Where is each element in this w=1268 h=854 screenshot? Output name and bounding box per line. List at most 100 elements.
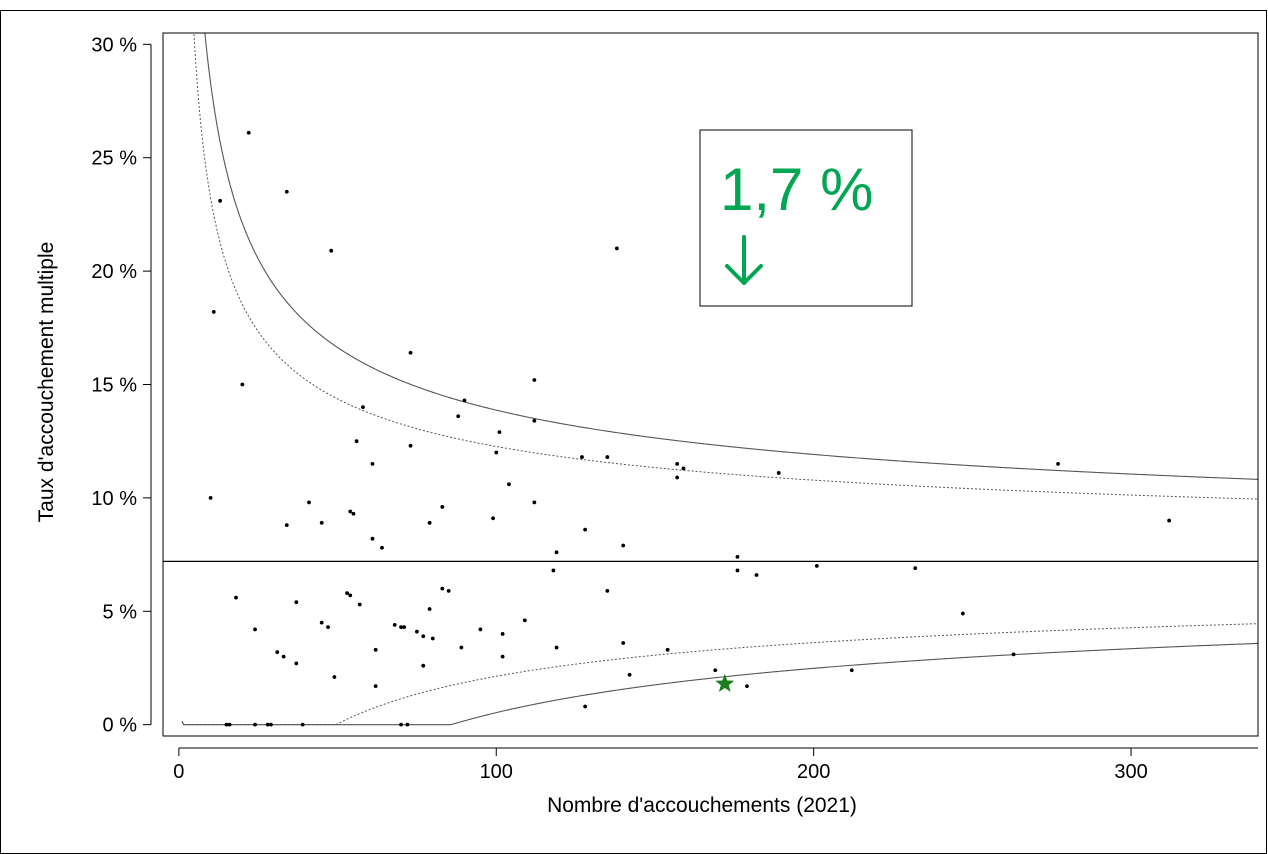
data-point <box>913 566 918 571</box>
data-point <box>745 684 749 689</box>
outer-frame <box>0 10 1267 854</box>
x-tick-label: 300 <box>1114 761 1147 783</box>
data-point <box>583 527 588 532</box>
data-point <box>421 663 426 668</box>
data-point <box>329 248 334 253</box>
axes: 0 100 200 300 0 % 5 % 10 % 15 % 20 % 25 % 30 % <box>91 34 1258 783</box>
data-point <box>373 647 378 652</box>
data-point <box>459 645 464 650</box>
data-point <box>440 505 445 509</box>
data-point <box>392 622 397 627</box>
x-axis-title: Nombre d'accouchements (2021) <box>547 794 857 817</box>
data-point <box>776 471 781 475</box>
y-axis-title: Taux d'accouchement multiple <box>35 242 58 523</box>
data-point <box>446 588 451 593</box>
data-point <box>218 198 223 203</box>
data-point <box>348 509 353 514</box>
data-point <box>408 350 413 355</box>
data-point <box>665 647 670 652</box>
data-point <box>583 704 588 709</box>
y-tick-label: 20 % <box>91 261 137 283</box>
data-point <box>500 654 505 659</box>
data-point <box>735 568 740 573</box>
data-point <box>361 405 365 410</box>
y-tick-label: 5 % <box>103 601 138 623</box>
data-point <box>370 461 375 466</box>
data-point <box>532 378 537 382</box>
data-point <box>246 130 251 135</box>
data-point <box>253 722 257 727</box>
data-point <box>522 618 527 623</box>
data-point <box>507 482 511 487</box>
x-tick-label: 200 <box>797 761 830 783</box>
data-point <box>234 595 238 600</box>
data-point <box>373 684 378 689</box>
data-point <box>415 629 419 634</box>
data-point <box>554 550 559 555</box>
x-tick-label: 100 <box>480 761 513 783</box>
data-point <box>326 625 330 630</box>
data-point <box>294 661 299 666</box>
x-tick-label: 0 <box>173 761 184 783</box>
data-point <box>532 500 537 505</box>
callout-box: 1,7 % ↓ <box>699 129 913 307</box>
data-point <box>284 523 289 527</box>
data-point <box>399 625 403 630</box>
data-point <box>319 520 324 525</box>
data-point <box>405 722 410 727</box>
data-point <box>713 668 718 673</box>
data-point <box>494 450 499 455</box>
y-tick-label: 10 % <box>91 488 137 510</box>
data-point <box>208 495 213 500</box>
data-point <box>849 668 854 673</box>
data-point <box>354 439 359 444</box>
data-point <box>580 455 584 459</box>
data-point <box>408 443 413 448</box>
data-point <box>275 650 280 654</box>
data-point <box>478 627 483 632</box>
data-point <box>491 516 495 521</box>
data-point <box>627 672 632 677</box>
callout-value: 1,7 % <box>720 156 873 223</box>
data-point <box>621 543 626 548</box>
limit-curve-upper-dotted <box>193 33 1258 500</box>
data-points <box>208 130 1172 727</box>
data-point <box>462 398 467 403</box>
data-point <box>224 722 229 727</box>
data-point <box>211 310 216 314</box>
data-point <box>357 602 362 607</box>
data-point <box>735 554 740 559</box>
data-point <box>332 675 337 679</box>
data-point <box>681 466 686 471</box>
data-point <box>614 246 619 251</box>
data-point <box>402 625 407 630</box>
data-point <box>227 722 232 727</box>
data-point <box>253 627 257 632</box>
data-point <box>754 573 759 577</box>
data-point <box>605 455 610 459</box>
data-point <box>370 536 375 541</box>
data-point <box>960 611 965 616</box>
data-point <box>500 632 505 636</box>
plot-frame <box>162 32 1259 737</box>
data-point <box>345 591 349 596</box>
data-point <box>300 722 305 727</box>
data-point <box>284 189 289 194</box>
y-tick-label: 30 % <box>91 34 137 56</box>
highlight-star-icon <box>715 673 735 692</box>
data-point <box>427 520 432 525</box>
down-arrow-icon: ↓ <box>725 235 763 285</box>
data-point <box>294 600 299 605</box>
data-point <box>456 414 461 419</box>
data-point <box>675 475 680 480</box>
data-point <box>265 722 270 727</box>
data-point <box>1167 518 1172 523</box>
data-point <box>551 568 556 573</box>
y-tick-label: 0 % <box>103 715 138 737</box>
data-point <box>281 654 286 659</box>
data-point <box>421 634 426 639</box>
data-point <box>621 641 626 645</box>
data-point <box>1056 461 1060 466</box>
data-point <box>240 382 245 387</box>
